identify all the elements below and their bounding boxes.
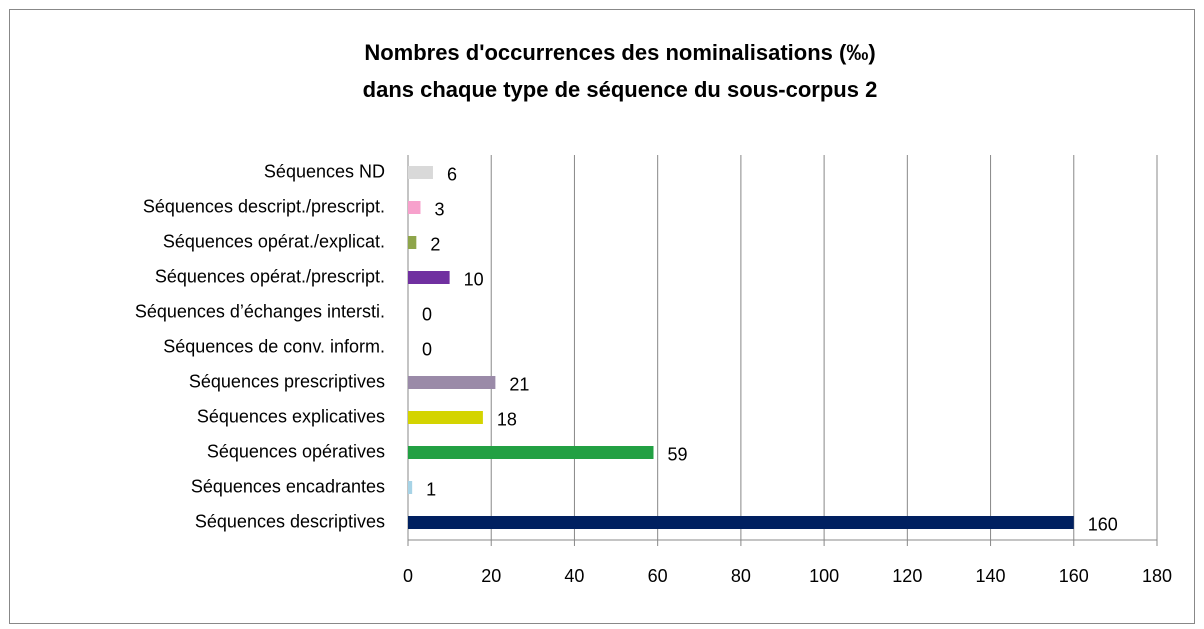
x-tick-label: 180 [1142,566,1172,586]
value-label: 1 [426,479,436,499]
y-tick-label: Séquences opérat./explicat. [163,231,385,251]
x-tick-label: 20 [481,566,501,586]
y-tick-label: Séquences de conv. inform. [163,336,385,356]
x-tick-label: 140 [976,566,1006,586]
bar [408,376,496,389]
bar [408,166,433,179]
bar [408,236,417,249]
y-tick-label: Séquences encadrantes [191,476,385,496]
y-tick-label: Séquences opérat./prescript. [155,266,385,286]
y-tick-label: Séquences opératives [207,441,385,461]
x-tick-label: 60 [648,566,668,586]
value-label: 0 [422,339,432,359]
y-tick-label: Séquences descript./prescript. [143,196,385,216]
x-tick-label: 0 [403,566,413,586]
y-tick-label: Séquences d’échanges intersti. [135,301,385,321]
value-label: 3 [434,199,444,219]
chart-title: dans chaque type de séquence du sous-cor… [363,77,878,102]
x-tick-label: 40 [564,566,584,586]
bar [408,516,1074,529]
value-label: 2 [430,234,440,254]
y-tick-label: Séquences ND [264,161,385,181]
bar [408,411,483,424]
chart-title: Nombres d'occurrences des nominalisation… [364,40,875,65]
value-label: 59 [668,444,688,464]
y-tick-label: Séquences descriptives [195,511,385,531]
x-tick-label: 100 [809,566,839,586]
bar [408,446,654,459]
value-label: 10 [464,269,484,289]
value-label: 6 [447,164,457,184]
x-tick-label: 120 [892,566,922,586]
value-label: 160 [1088,514,1118,534]
x-tick-label: 80 [731,566,751,586]
value-label: 21 [509,374,529,394]
bar [408,481,413,494]
bar [408,271,450,284]
y-tick-label: Séquences explicatives [197,406,385,426]
bar [408,201,421,214]
value-label: 0 [422,304,432,324]
value-label: 18 [497,409,517,429]
x-tick-label: 160 [1059,566,1089,586]
y-tick-label: Séquences prescriptives [189,371,385,391]
